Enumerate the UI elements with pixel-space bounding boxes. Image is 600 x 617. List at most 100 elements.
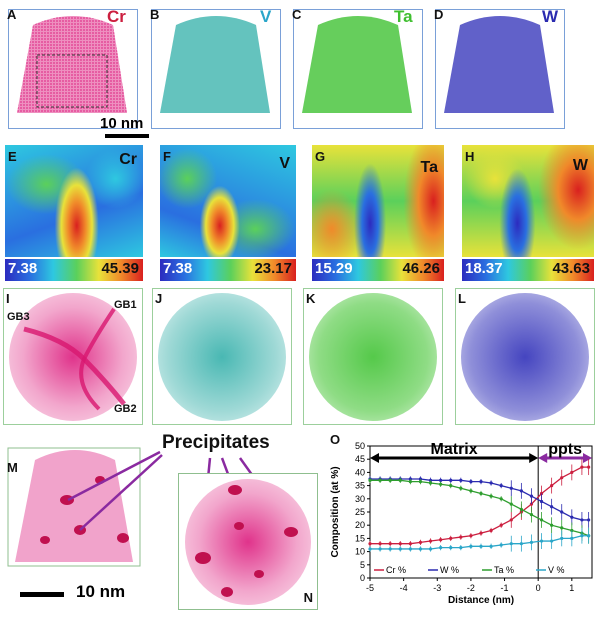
data-point xyxy=(560,510,564,514)
colorbar-ta-min: 15.29 xyxy=(315,260,353,277)
data-point xyxy=(560,536,564,540)
scale-bar-bottom-label: 10 nm xyxy=(76,582,126,601)
cr-atom-cloud xyxy=(17,16,127,113)
data-point xyxy=(529,502,534,506)
data-point xyxy=(580,518,584,522)
data-point xyxy=(539,539,544,543)
panel-c: C Ta xyxy=(290,5,425,133)
scale-bar-top xyxy=(105,134,149,138)
data-point xyxy=(587,465,591,469)
heatmap-cr: E Cr xyxy=(5,145,143,257)
data-point xyxy=(418,547,423,551)
panel-label-o: O xyxy=(330,432,341,447)
data-point xyxy=(519,489,523,493)
panel-i: I GB1 GB3 GB2 xyxy=(3,288,143,425)
data-point xyxy=(388,478,392,482)
data-point xyxy=(570,470,574,474)
data-point xyxy=(489,481,493,485)
panel-n: N xyxy=(178,473,318,610)
grain-boundary-lines xyxy=(23,307,126,411)
data-point xyxy=(560,476,564,480)
data-point xyxy=(519,507,523,511)
data-point xyxy=(499,484,503,488)
data-point xyxy=(580,465,584,469)
data-point xyxy=(459,478,463,482)
data-point xyxy=(439,482,443,486)
matrix-label: Matrix xyxy=(431,441,478,458)
w-atom-cloud xyxy=(444,16,554,113)
colorbar-v-max: 23.17 xyxy=(254,260,292,277)
panel-label-g: G xyxy=(315,149,326,164)
series-line-3 xyxy=(370,535,589,550)
colorbar-cr: 7.38 45.39 xyxy=(5,259,143,281)
panel-label-l: L xyxy=(458,291,466,306)
heatmap-label-v: V xyxy=(279,155,290,172)
data-point xyxy=(428,547,433,551)
data-point xyxy=(368,478,372,482)
panel-k: K xyxy=(303,288,443,425)
y-tick-label: 25 xyxy=(355,507,365,517)
panel-label-h: H xyxy=(465,149,475,164)
y-tick-label: 10 xyxy=(355,547,365,557)
data-point xyxy=(479,531,483,535)
heatmap-label-cr: Cr xyxy=(119,151,137,168)
precipitate-particles xyxy=(195,485,298,597)
y-tick-label: 40 xyxy=(355,467,365,477)
data-point xyxy=(428,539,433,543)
data-point xyxy=(499,523,503,527)
data-point xyxy=(459,535,463,539)
panel-b: B V xyxy=(148,5,283,133)
scale-bar-bottom xyxy=(20,592,64,597)
data-point xyxy=(539,499,544,504)
y-tick-label: 0 xyxy=(360,573,365,583)
element-label-ta: Ta xyxy=(394,7,413,26)
colorbar-w: 18.37 43.63 xyxy=(462,259,594,281)
v-atom-cloud xyxy=(160,16,270,113)
data-point xyxy=(499,497,503,501)
panel-label-a: A xyxy=(7,7,17,22)
y-tick-label: 20 xyxy=(355,520,365,530)
data-point xyxy=(459,546,463,550)
ppts-label: ppts xyxy=(548,441,582,458)
panel-label-d: D xyxy=(434,7,444,22)
data-point xyxy=(509,502,513,506)
data-point xyxy=(388,542,392,546)
data-point xyxy=(529,494,534,498)
x-tick-label: -3 xyxy=(433,583,441,593)
heatmap-w: H W xyxy=(462,145,594,257)
precipitate-recon-3d xyxy=(7,447,141,567)
panel-j: J xyxy=(152,288,292,425)
data-point xyxy=(398,478,402,482)
series-line-2 xyxy=(370,479,589,537)
legend-label-0: Cr % xyxy=(386,565,406,575)
series-line-1 xyxy=(370,478,589,521)
data-point xyxy=(550,523,554,527)
precipitate-disc xyxy=(185,479,311,605)
y-tick-label: 50 xyxy=(355,441,365,451)
data-point xyxy=(439,478,443,482)
colorbar-ta: 15.29 46.26 xyxy=(312,259,444,281)
data-point xyxy=(449,546,453,550)
data-point xyxy=(489,528,493,533)
data-point xyxy=(550,505,554,509)
panel-l: L xyxy=(455,288,595,425)
data-point xyxy=(449,484,453,488)
element-label-w: W xyxy=(542,7,559,26)
matrix-arrow-head-right xyxy=(529,453,539,463)
data-point xyxy=(418,480,423,484)
data-point xyxy=(570,528,574,533)
data-point xyxy=(499,543,503,547)
legend-label-3: V % xyxy=(548,565,565,575)
data-point xyxy=(469,534,473,538)
y-tick-label: 15 xyxy=(355,533,365,543)
data-point xyxy=(570,536,574,540)
panel-a: A Cr xyxy=(5,5,140,133)
heatmap-ta: G Ta xyxy=(312,145,444,257)
legend-label-1: W % xyxy=(440,565,459,575)
panel-label-k: K xyxy=(306,291,316,306)
data-point xyxy=(459,486,463,490)
y-tick-label: 35 xyxy=(355,481,365,491)
data-point xyxy=(479,491,483,496)
data-point xyxy=(469,544,473,548)
recon-box-frame xyxy=(435,9,565,129)
